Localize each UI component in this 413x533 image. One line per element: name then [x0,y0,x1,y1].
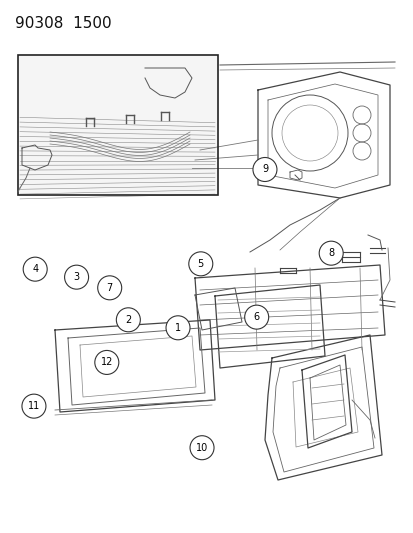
Text: 8: 8 [328,248,333,258]
Bar [18,55,218,195]
Circle shape [97,276,121,300]
Circle shape [64,265,88,289]
Bar [19,56,216,194]
Text: 10: 10 [195,443,208,453]
Circle shape [166,316,190,340]
Circle shape [190,435,214,460]
Circle shape [95,350,119,375]
Circle shape [23,257,47,281]
Circle shape [188,252,212,276]
Text: 9: 9 [261,165,267,174]
Text: 90308  1500: 90308 1500 [15,16,112,31]
Text: 7: 7 [106,283,113,293]
Circle shape [116,308,140,332]
Text: 1: 1 [175,323,180,333]
Text: 6: 6 [253,312,259,322]
Circle shape [22,394,46,418]
Text: 12: 12 [100,358,113,367]
Text: 2: 2 [125,315,131,325]
Circle shape [244,305,268,329]
Text: 5: 5 [197,259,204,269]
Circle shape [252,157,276,182]
Text: 11: 11 [28,401,40,411]
Circle shape [318,241,342,265]
Text: 4: 4 [32,264,38,274]
Text: 3: 3 [74,272,79,282]
